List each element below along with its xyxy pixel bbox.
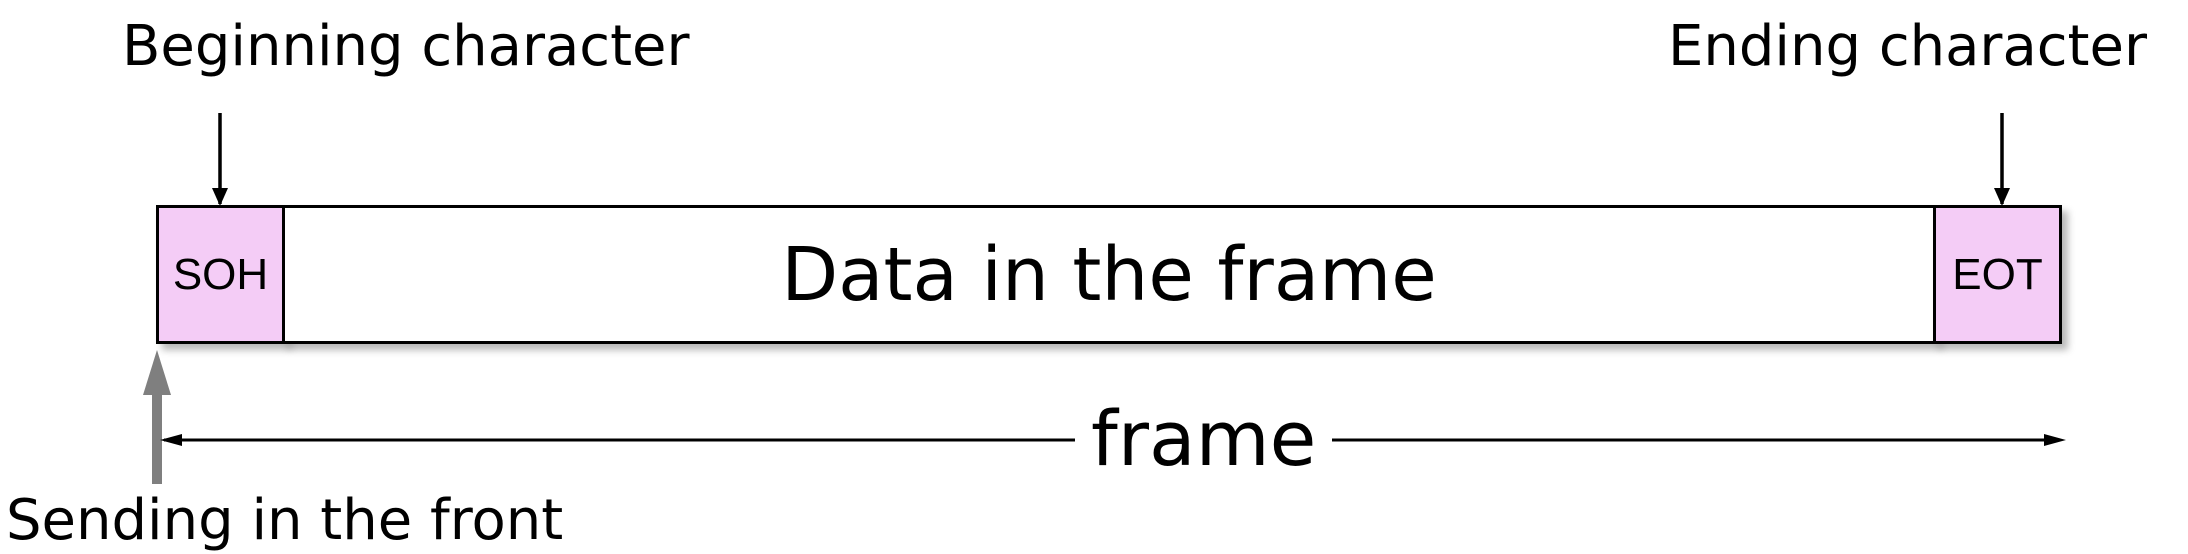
soh-box: SOH — [156, 205, 285, 344]
sending-front-label: Sending in the front — [6, 488, 564, 553]
eot-box: EOT — [1933, 205, 2062, 344]
ending-character-label: Ending character — [1668, 14, 2147, 79]
sending-direction-arrow — [143, 350, 171, 484]
data-box: Data in the frame — [282, 205, 1936, 344]
data-label: Data in the frame — [781, 231, 1437, 318]
beginning-character-label: Beginning character — [122, 14, 690, 79]
soh-label: SOH — [172, 249, 269, 299]
frame-label: frame — [1075, 394, 1333, 483]
eot-label: EOT — [1952, 249, 2043, 299]
